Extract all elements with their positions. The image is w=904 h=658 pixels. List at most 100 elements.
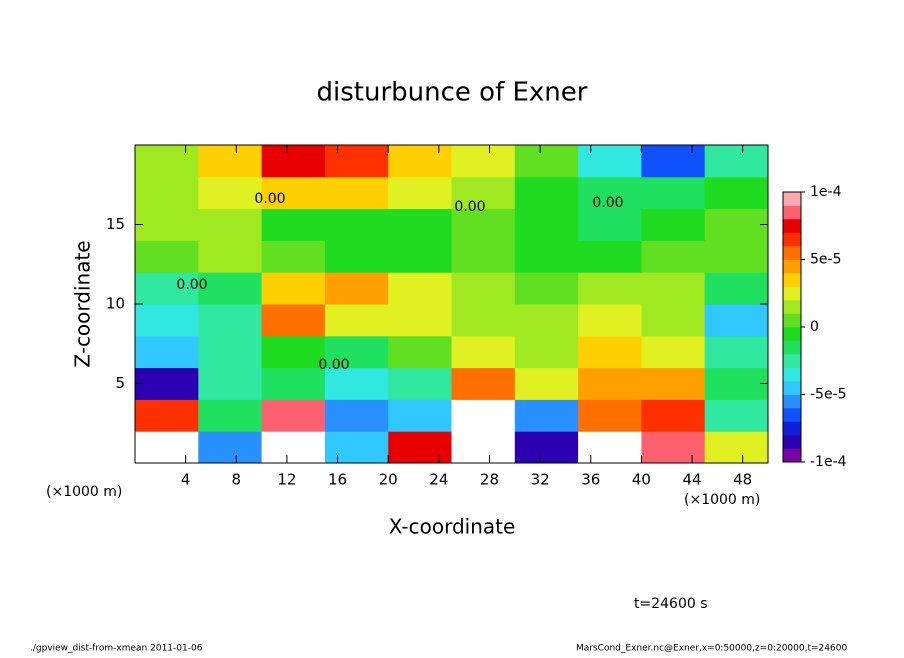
y-axis-label: Z-coordinate — [71, 240, 95, 367]
cell — [578, 399, 642, 432]
cell — [388, 176, 452, 210]
cell — [135, 145, 199, 178]
cell — [514, 399, 579, 432]
colorbar-band — [783, 259, 801, 274]
x-tick-label: 28 — [480, 471, 499, 489]
cell — [135, 208, 199, 241]
cell — [324, 304, 389, 337]
colorbar-band — [783, 448, 801, 463]
x-tick-label: 40 — [632, 471, 651, 489]
cell — [641, 431, 706, 464]
x-tick-label: 24 — [429, 471, 448, 489]
colorbar-tick-label: -1e-4 — [810, 454, 847, 470]
cell — [451, 176, 516, 210]
colorbar-band — [783, 394, 801, 409]
colorbar-tick-label: 5e-5 — [810, 252, 841, 268]
cell — [135, 431, 199, 464]
cell — [261, 240, 326, 273]
cell — [514, 208, 579, 241]
cell — [198, 208, 263, 241]
cell — [641, 367, 706, 400]
cell — [704, 304, 769, 337]
cell — [135, 399, 199, 432]
cell — [451, 240, 516, 273]
colorbar-tick-label: 1e-4 — [810, 184, 842, 200]
cell — [641, 240, 706, 273]
cell — [451, 272, 516, 305]
x-tick-label: 36 — [581, 471, 600, 489]
cell — [388, 272, 452, 305]
cell — [135, 176, 199, 210]
colorbar-band — [783, 435, 801, 449]
cell — [388, 240, 452, 273]
cell — [704, 399, 769, 432]
cell — [514, 145, 579, 178]
cell — [388, 399, 452, 432]
cell — [135, 335, 199, 369]
cell — [641, 208, 706, 241]
x-axis-label: X-coordinate — [389, 515, 516, 539]
cell — [324, 272, 389, 305]
colorbar-band — [783, 381, 801, 395]
cell — [514, 240, 579, 273]
colorbar-band — [783, 367, 801, 382]
colorbar-band — [783, 192, 801, 206]
cell — [578, 367, 642, 400]
cell — [451, 208, 516, 241]
cell — [704, 367, 769, 400]
cell — [261, 399, 326, 432]
cell — [578, 240, 642, 273]
cell — [261, 208, 326, 241]
cell — [388, 145, 452, 178]
colorbar-band — [783, 421, 801, 436]
cell — [704, 240, 769, 273]
cell — [578, 145, 642, 178]
cell — [514, 304, 579, 337]
cell — [641, 145, 706, 178]
cell — [198, 304, 263, 337]
colorbar-band — [783, 340, 801, 355]
contour-label: 0.00 — [454, 199, 485, 215]
colorbar-band — [783, 273, 801, 287]
cell — [261, 335, 326, 369]
cell — [578, 176, 642, 210]
cell — [198, 367, 263, 400]
cell — [324, 367, 389, 400]
cell — [324, 240, 389, 273]
time-label: t=24600 s — [634, 596, 708, 612]
cell — [451, 145, 516, 178]
colorbar-band — [783, 313, 801, 328]
cell — [388, 431, 452, 464]
cell — [198, 335, 263, 369]
cell — [641, 272, 706, 305]
cell — [324, 399, 389, 432]
x-tick-label: 12 — [277, 471, 296, 489]
colorbar-band — [783, 246, 801, 260]
footer-right: MarsCond_Exner.nc@Exner,x=0:50000,z=0:20… — [576, 644, 847, 654]
contour-label: 0.00 — [318, 357, 349, 373]
cell — [451, 399, 516, 432]
cell — [704, 145, 769, 178]
colorbar-tick-label: 0 — [810, 319, 819, 335]
x-tick-label: 48 — [733, 471, 752, 489]
cell — [388, 367, 452, 400]
colorbar-band — [783, 300, 801, 314]
cell — [704, 335, 769, 369]
cell — [451, 431, 516, 464]
cell — [324, 176, 389, 210]
x-tick-label: 16 — [328, 471, 347, 489]
cell — [261, 176, 326, 210]
cell — [135, 272, 199, 305]
colorbar-band — [783, 354, 801, 368]
cell — [641, 176, 706, 210]
cell — [641, 335, 706, 369]
y-unit: (×1000 m) — [46, 484, 122, 500]
cell — [514, 431, 579, 464]
cell — [198, 240, 263, 273]
cell — [261, 272, 326, 305]
cell — [641, 399, 706, 432]
cell — [578, 272, 642, 305]
cell — [451, 335, 516, 369]
cell — [198, 431, 263, 464]
